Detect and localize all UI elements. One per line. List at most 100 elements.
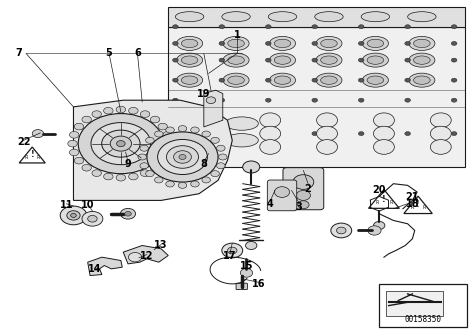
Circle shape — [164, 140, 174, 147]
Polygon shape — [204, 90, 223, 127]
Circle shape — [74, 123, 84, 130]
Ellipse shape — [225, 134, 258, 147]
Circle shape — [331, 223, 352, 238]
Text: 7: 7 — [16, 48, 22, 58]
Circle shape — [228, 247, 237, 254]
Circle shape — [71, 213, 76, 217]
Text: !: ! — [416, 200, 420, 209]
Circle shape — [219, 41, 225, 45]
Text: !: ! — [30, 150, 34, 159]
Circle shape — [265, 25, 271, 29]
Circle shape — [451, 132, 457, 136]
Circle shape — [179, 154, 186, 160]
Circle shape — [374, 126, 394, 141]
Circle shape — [173, 78, 178, 82]
Ellipse shape — [315, 12, 343, 22]
Circle shape — [430, 126, 451, 141]
Circle shape — [211, 171, 219, 177]
Circle shape — [206, 97, 216, 104]
FancyBboxPatch shape — [379, 284, 467, 327]
Circle shape — [140, 111, 150, 118]
Circle shape — [91, 123, 151, 165]
Circle shape — [146, 137, 154, 143]
Circle shape — [219, 132, 225, 136]
Text: 19: 19 — [197, 89, 210, 99]
Polygon shape — [19, 147, 46, 163]
Text: R: R — [36, 155, 40, 160]
Circle shape — [430, 140, 451, 154]
Circle shape — [312, 132, 318, 136]
Circle shape — [219, 25, 225, 29]
Circle shape — [265, 78, 271, 82]
Text: 4: 4 — [267, 199, 273, 209]
Ellipse shape — [182, 39, 198, 48]
Circle shape — [405, 78, 410, 82]
Circle shape — [157, 140, 207, 174]
Text: 16: 16 — [252, 279, 265, 289]
Ellipse shape — [409, 53, 435, 67]
Ellipse shape — [268, 12, 297, 22]
Circle shape — [138, 154, 146, 160]
Ellipse shape — [361, 12, 390, 22]
Ellipse shape — [176, 53, 203, 67]
Circle shape — [368, 226, 381, 235]
Circle shape — [219, 58, 225, 62]
Circle shape — [60, 206, 87, 225]
Circle shape — [451, 98, 457, 102]
Ellipse shape — [223, 36, 249, 50]
Text: 15: 15 — [240, 261, 253, 271]
Circle shape — [120, 208, 136, 219]
Text: 14: 14 — [88, 264, 101, 274]
Ellipse shape — [274, 76, 291, 85]
Circle shape — [317, 113, 337, 128]
Text: 6: 6 — [134, 48, 141, 58]
Text: 1: 1 — [234, 30, 240, 40]
Circle shape — [203, 140, 224, 154]
Circle shape — [74, 157, 84, 164]
Text: 22: 22 — [17, 137, 30, 147]
Circle shape — [202, 131, 210, 137]
Ellipse shape — [362, 53, 389, 67]
Ellipse shape — [362, 73, 389, 87]
Circle shape — [104, 173, 113, 180]
Circle shape — [32, 130, 44, 138]
Circle shape — [222, 243, 243, 258]
Ellipse shape — [409, 36, 435, 50]
Circle shape — [69, 149, 79, 156]
Text: 3: 3 — [295, 202, 302, 212]
Ellipse shape — [408, 12, 436, 22]
Text: 2: 2 — [305, 184, 311, 194]
Circle shape — [260, 113, 281, 128]
Circle shape — [147, 132, 218, 182]
Circle shape — [146, 171, 154, 177]
Circle shape — [265, 98, 271, 102]
Polygon shape — [168, 7, 465, 27]
Polygon shape — [404, 196, 432, 213]
Circle shape — [451, 58, 457, 62]
Circle shape — [203, 126, 224, 141]
Circle shape — [173, 151, 191, 163]
Circle shape — [219, 154, 227, 160]
Circle shape — [163, 149, 173, 156]
Circle shape — [317, 126, 337, 141]
Circle shape — [260, 126, 281, 141]
Circle shape — [128, 253, 142, 262]
Ellipse shape — [269, 53, 296, 67]
Circle shape — [140, 170, 150, 176]
Circle shape — [116, 106, 126, 113]
Circle shape — [92, 111, 101, 118]
Polygon shape — [123, 245, 168, 264]
Text: 17: 17 — [223, 250, 237, 261]
Circle shape — [298, 201, 309, 209]
Circle shape — [337, 227, 346, 234]
Circle shape — [173, 25, 178, 29]
Circle shape — [92, 170, 101, 176]
FancyBboxPatch shape — [236, 283, 247, 290]
Circle shape — [358, 25, 364, 29]
Circle shape — [140, 145, 148, 151]
Text: 00158350: 00158350 — [404, 315, 441, 324]
Circle shape — [88, 215, 97, 222]
Circle shape — [358, 41, 364, 45]
Ellipse shape — [171, 117, 204, 130]
Ellipse shape — [176, 36, 203, 50]
